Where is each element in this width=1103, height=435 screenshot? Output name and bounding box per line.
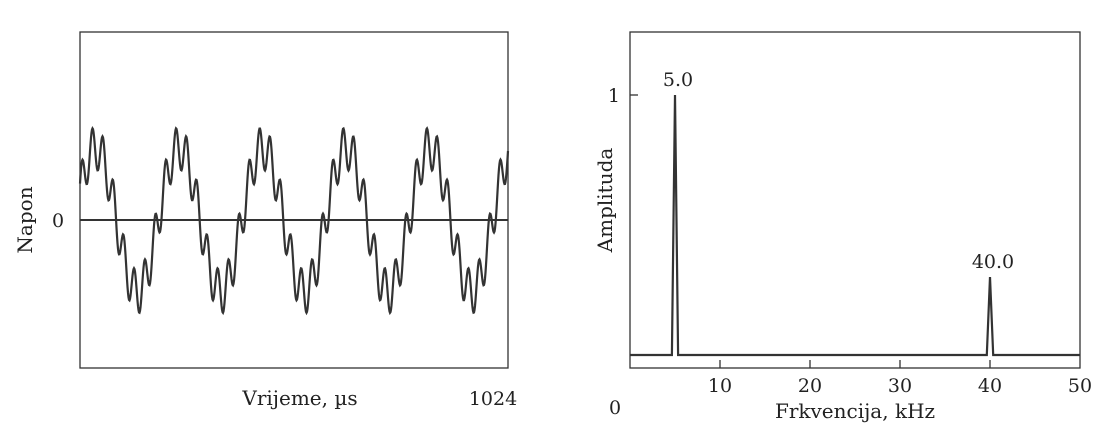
time-domain-chart: Napon 0 Vrijeme, µs 1024 <box>13 31 517 410</box>
freq-peak-labels: 5.0 40.0 <box>663 69 1014 273</box>
freq-x-tick-label: 20 <box>798 375 822 397</box>
freq-x-tick-label: 50 <box>1068 375 1092 397</box>
freq-x-tick-label: 10 <box>708 375 732 397</box>
freq-x-axis-label: Frkvencija, kHz <box>775 399 935 423</box>
freq-x-tick-label: 0 <box>609 397 621 419</box>
time-y-axis-label: Napon <box>13 186 37 253</box>
time-x-tick-label: 1024 <box>469 388 517 410</box>
time-x-axis-label: Vrijeme, µs <box>241 386 357 410</box>
freq-y-ticks: 1 <box>608 85 638 107</box>
freq-y-axis-label: Amplituda <box>593 148 617 254</box>
freq-spectrum-line <box>630 94 1080 357</box>
time-y-tick-label: 0 <box>52 210 64 232</box>
freq-x-tick-label: 30 <box>888 375 912 397</box>
freq-peak-label: 40.0 <box>972 251 1014 273</box>
frequency-domain-chart: 0 10 20 30 40 50 1 5.0 40.0 Amplituda Frkvenci… <box>593 31 1092 423</box>
freq-y-tick-label: 1 <box>608 85 620 107</box>
time-plot-frame <box>79 31 509 369</box>
freq-x-tick-label: 40 <box>978 375 1002 397</box>
freq-plot-frame <box>629 31 1081 369</box>
time-signal-line <box>78 126 510 316</box>
freq-peak-label: 5.0 <box>663 69 693 91</box>
freq-x-ticks: 0 10 20 30 40 50 <box>609 360 1092 419</box>
